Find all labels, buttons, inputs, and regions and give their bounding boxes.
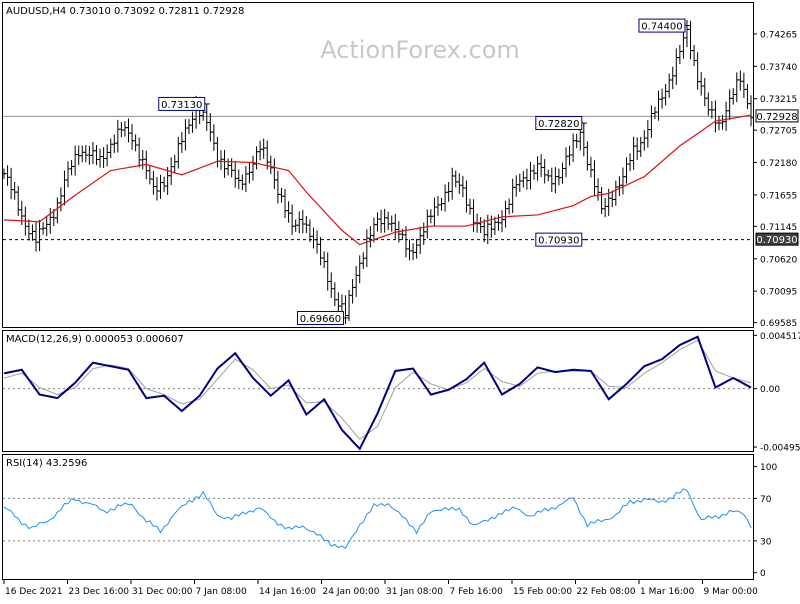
price-y-tick-label: 0.73215 — [760, 95, 797, 105]
price-annotations: 0.73130 0.69660 0.72820 0.70930 0.74400 — [158, 18, 690, 325]
macd-lines — [3, 335, 753, 451]
price-y-tick-label: 0.71145 — [760, 223, 797, 233]
price-panel-frame — [2, 2, 754, 328]
x-tick-label: 14 Jan 16:00 — [259, 587, 316, 597]
support-price-label: 0.70930 — [756, 235, 797, 246]
rsi-y-tick-label: 30 — [760, 537, 772, 547]
x-tick-label: 9 Mar 00:00 — [704, 587, 759, 597]
x-tick-label: 1 Mar 16:00 — [640, 587, 695, 597]
price-annotation-label: 0.70930 — [538, 236, 579, 247]
x-tick-label: 24 Jan 00:00 — [323, 587, 380, 597]
price-annotation-label: 0.74400 — [641, 22, 682, 33]
x-tick-label: 15 Feb 00:00 — [513, 587, 572, 597]
time-axis: 16 Dec 2021 23 Dec 16:00 31 Dec 00:00 7 Jan… — [3, 579, 759, 597]
x-tick-label: 7 Jan 08:00 — [196, 587, 248, 597]
rsi-line — [3, 488, 752, 550]
macd-y-tick-label: -0.00495 — [760, 444, 800, 454]
support-price-box: 0.70930 — [755, 232, 799, 246]
x-tick-label: 22 Feb 08:00 — [577, 587, 636, 597]
x-tick-label: 23 Dec 16:00 — [69, 587, 130, 597]
rsi-panel-frame — [2, 454, 754, 580]
price-annotation: 0.73130 — [158, 96, 210, 111]
macd-y-tick-label: 0.00 — [760, 385, 780, 395]
rsi-y-tick-label: 70 — [760, 495, 772, 505]
price-annotation-label: 0.73130 — [161, 100, 202, 111]
price-y-tick-label: 0.72180 — [760, 159, 797, 169]
price-y-tick-label: 0.72705 — [760, 127, 797, 137]
x-tick-label: 7 Feb 16:00 — [450, 587, 504, 597]
x-tick-label: 16 Dec 2021 — [5, 587, 63, 597]
price-y-tick-label: 0.70620 — [760, 255, 797, 265]
price-y-tick-label: 0.74265 — [760, 30, 797, 40]
watermark: ActionForex.com — [320, 36, 520, 64]
rsi-lines — [3, 488, 753, 550]
moving-average-line — [3, 114, 752, 246]
macd-panel-header: MACD(12,26,9) 0.000053 0.000607 — [6, 334, 184, 345]
rsi-axis: 100 70 30 0 — [753, 463, 777, 579]
macd-y-tick-label: 0.004517 — [760, 332, 800, 342]
current-price-box: 0.72928 — [755, 109, 799, 123]
price-annotation: 0.69660 — [296, 310, 349, 325]
moving-average — [3, 114, 752, 246]
price-annotation-label: 0.72820 — [538, 119, 579, 130]
macd-axis: 0.004517 0.00 -0.00495 — [753, 332, 800, 454]
current-price-label: 0.72928 — [756, 112, 797, 123]
x-tick-label: 31 Jan 08:00 — [386, 587, 443, 597]
price-annotation: 0.70930 — [535, 232, 587, 247]
rsi-y-tick-label: 100 — [760, 463, 777, 473]
price-annotation-label: 0.69660 — [300, 314, 341, 325]
ohlc-bar — [749, 95, 753, 127]
price-reference-lines — [3, 115, 753, 241]
price-y-tick-label: 0.70095 — [760, 288, 797, 298]
ohlc-bars — [2, 19, 753, 325]
macd-signal-line — [3, 339, 752, 441]
x-tick-label: 31 Dec 00:00 — [132, 587, 193, 597]
price-y-tick-label: 0.69585 — [760, 319, 797, 329]
price-y-tick-label: 0.71655 — [760, 191, 797, 201]
rsi-y-tick-label: 0 — [760, 569, 766, 579]
price-annotation: 0.74400 — [638, 18, 690, 33]
price-panel-header: AUDUSD,H4 0.73010 0.73092 0.72811 0.7292… — [6, 6, 244, 17]
price-axis: 0.74265 0.73740 0.73215 0.72705 0.72180 0.716… — [753, 30, 797, 329]
price-y-tick-label: 0.73740 — [760, 63, 797, 73]
rsi-panel-header: RSI(14) 43.2596 — [6, 458, 87, 469]
macd-panel-frame — [2, 330, 754, 452]
price-annotation: 0.72820 — [535, 116, 587, 130]
macd-line — [3, 335, 752, 451]
